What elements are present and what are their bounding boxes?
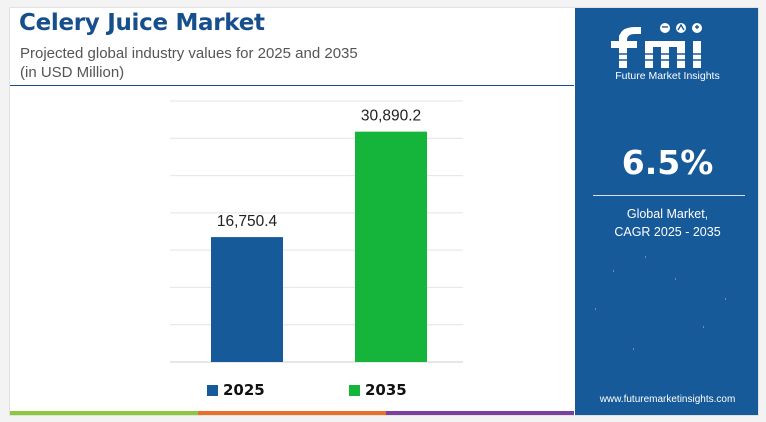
decorative-speck — [675, 278, 676, 280]
decorative-speck — [633, 348, 634, 350]
accent-segment-green — [10, 411, 198, 415]
legend-swatch-2035 — [349, 384, 360, 396]
data-label-2035: 30,890.2 — [361, 108, 421, 125]
panel-divider — [593, 195, 745, 196]
legend-item-2035: 2035 — [349, 380, 407, 400]
chart-subtitle: Projected global industry values for 202… — [20, 44, 358, 82]
decorative-speck — [703, 326, 704, 328]
legend-swatch-2025 — [207, 384, 218, 396]
legend-label-2035: 2035 — [365, 381, 407, 399]
cagr-panel: Future Market Insights 6.5% Global Marke… — [575, 8, 758, 415]
cagr-value: 6.5% — [621, 143, 714, 182]
decorative-speck — [645, 256, 646, 258]
legend-item-2025: 2025 — [207, 380, 265, 400]
legend-label-2025: 2025 — [223, 381, 265, 399]
fmi-logo — [611, 23, 703, 68]
bar-chart: 16,750.4 30,890.2 — [170, 100, 463, 363]
title-divider — [10, 85, 574, 86]
cagr-label-line-1: Global Market, — [626, 207, 709, 221]
bottom-accent-bar — [10, 411, 574, 415]
accent-segment-purple — [386, 411, 574, 415]
accent-segment-orange — [198, 411, 386, 415]
decorative-speck — [595, 308, 596, 310]
chart-card: Celery Juice Market Projected global ind… — [9, 7, 759, 416]
chart-title: Celery Juice Market — [19, 10, 265, 36]
decorative-speck — [613, 270, 614, 272]
bar-2025 — [211, 237, 283, 362]
logo-wordmark: Future Market Insights — [615, 70, 720, 82]
subtitle-line-1: Projected global industry values for 202… — [20, 45, 358, 62]
cagr-label-line-2: CAGR 2025 - 2035 — [614, 225, 721, 239]
website-url: www.futuremarketinsights.com — [599, 394, 736, 405]
decorative-speck — [725, 298, 726, 300]
subtitle-line-2: (in USD Million) — [20, 64, 125, 81]
bar-2035 — [355, 131, 427, 362]
cagr-label: Global Market, CAGR 2025 - 2035 — [575, 205, 758, 241]
data-label-2025: 16,750.4 — [217, 213, 278, 230]
